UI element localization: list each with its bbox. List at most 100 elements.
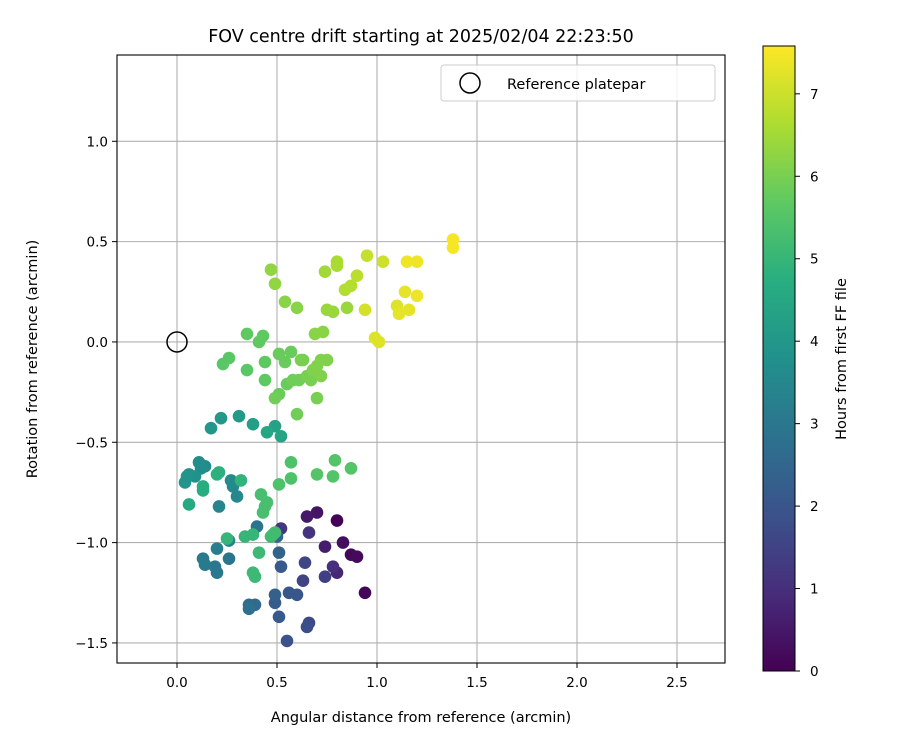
colorbar-tick-label: 1	[810, 582, 819, 598]
x-tick-label: 0.0	[166, 675, 187, 691]
scatter-point	[268, 277, 282, 291]
x-axis-ticks: 0.0 0.5 1.0 1.5 2.0 2.5	[166, 663, 688, 691]
scatter-point	[210, 542, 224, 555]
scatter-point	[204, 421, 218, 435]
scatter-point	[392, 307, 406, 321]
scatter-point	[310, 468, 324, 481]
colorbar-label: Hours from first FF file	[834, 278, 850, 440]
scatter-point	[272, 610, 286, 624]
y-tick-label: 0.0	[87, 335, 108, 351]
scatter-point	[246, 417, 260, 431]
y-axis-label: Rotation from reference (arcmin)	[25, 240, 41, 479]
scatter-point	[402, 303, 416, 317]
scatter-point	[328, 454, 342, 467]
x-axis-label: Angular distance from reference (arcmin)	[271, 710, 571, 726]
scatter-point	[350, 550, 364, 563]
scatter-point	[212, 500, 226, 513]
scatter-point	[326, 560, 340, 573]
x-tick-label: 1.0	[366, 675, 387, 691]
scatter-point	[264, 263, 278, 277]
scatter-point	[242, 602, 256, 616]
scatter-point	[272, 546, 286, 559]
scatter-point	[296, 574, 310, 588]
y-tick-label: 1.0	[87, 134, 108, 150]
scatter-point	[298, 556, 312, 569]
plot-area	[117, 55, 725, 663]
colorbar-tick-label: 4	[810, 334, 819, 350]
scatter-point	[248, 570, 262, 584]
legend-box	[440, 64, 716, 102]
colorbar-tick-label: 0	[810, 664, 819, 680]
colorbar-tick-label: 7	[810, 87, 819, 103]
scatter-point	[326, 470, 340, 483]
scatter-point	[182, 498, 196, 511]
scatter-point	[304, 373, 318, 387]
scatter-point	[358, 303, 372, 317]
scatter-point	[284, 456, 298, 469]
scatter-point	[284, 472, 298, 485]
y-tick-label: −1.5	[75, 636, 108, 652]
scatter-point	[280, 634, 294, 648]
x-tick-label: 0.5	[266, 675, 287, 691]
scatter-point	[272, 478, 286, 491]
scatter-point	[214, 411, 228, 425]
scatter-point	[278, 355, 292, 369]
scatter-point	[310, 391, 324, 405]
plot-frame	[116, 54, 726, 664]
scatter-point	[258, 355, 272, 369]
colorbar-gradient	[762, 45, 796, 672]
scatter-point	[376, 255, 390, 268]
scatter-point	[208, 560, 222, 573]
scatter-point	[282, 586, 296, 600]
scatter-point	[410, 289, 424, 303]
reference-platepar-marker	[166, 331, 188, 353]
colorbar: 0 1 2 3 4 5 6 7 Hours from first FF file	[762, 45, 850, 680]
scatter-point	[316, 325, 330, 339]
scatter-point	[254, 488, 268, 501]
colorbar-tick-label: 6	[810, 169, 819, 185]
scatter-point	[278, 295, 292, 309]
scatter-point	[318, 540, 332, 553]
scatter-point	[326, 305, 340, 319]
scatter-point	[358, 586, 372, 600]
x-tick-label: 2.0	[566, 675, 587, 691]
scatter-point	[300, 620, 314, 634]
scatter-point	[196, 552, 210, 565]
scatter-point	[284, 345, 298, 359]
scatter-point	[268, 391, 282, 405]
scatter-point	[256, 329, 270, 343]
y-tick-label: −0.5	[75, 435, 108, 451]
scatter-point	[400, 255, 414, 268]
scatter-point	[320, 353, 334, 367]
scatter-point	[310, 506, 324, 519]
scatter-point	[330, 514, 344, 527]
scatter-point	[318, 570, 332, 584]
scatter-point	[268, 588, 282, 602]
y-tick-label: 0.5	[87, 235, 108, 251]
legend-marker-icon	[459, 72, 481, 94]
scatter-point	[302, 526, 316, 539]
scatter-point	[246, 528, 260, 541]
scatter-point	[360, 249, 374, 262]
scatter-point	[220, 532, 234, 545]
scatter-point	[260, 425, 274, 439]
x-tick-label: 2.5	[666, 675, 687, 691]
scatter-point	[274, 560, 288, 573]
scatter-point	[330, 255, 344, 268]
scatter-point	[314, 369, 328, 383]
scatter-point	[222, 552, 236, 565]
scatter-point	[252, 546, 266, 559]
scatter-point	[196, 480, 210, 493]
scatter-point	[398, 285, 412, 299]
scatter-point	[286, 373, 300, 387]
y-axis-ticks: −1.5 −1.0 −0.5 0.0 0.5 1.0	[75, 134, 117, 652]
scatter-point	[446, 241, 460, 254]
scatter-point	[344, 279, 358, 293]
scatter-point	[230, 490, 244, 503]
scatter-point	[222, 351, 236, 365]
scatter-point	[336, 536, 350, 549]
scatter-point	[296, 353, 310, 367]
colorbar-ticks: 0 1 2 3 4 5 6 7	[795, 87, 819, 680]
chart-title: FOV centre drift starting at 2025/02/04 …	[208, 27, 634, 47]
